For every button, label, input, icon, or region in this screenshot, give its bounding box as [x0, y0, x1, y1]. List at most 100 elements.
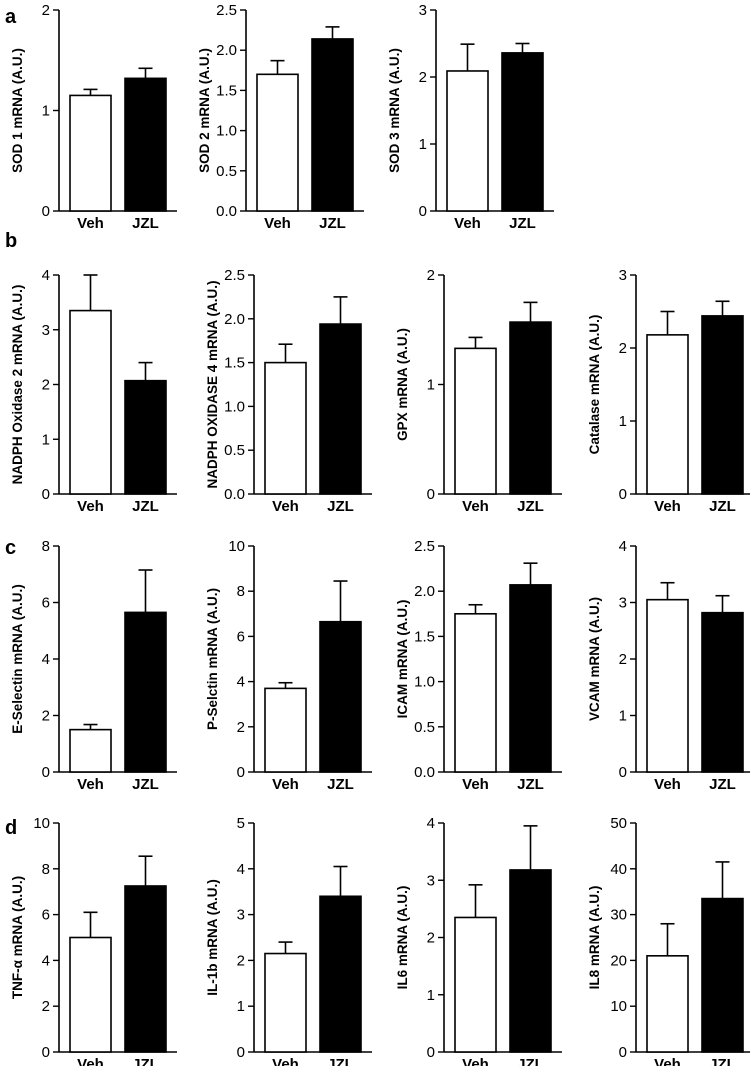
y-tick-label: 4 [237, 861, 245, 878]
y-tick-label: 2.5 [224, 267, 245, 284]
x-category-label: Veh [654, 776, 681, 793]
bar-jzl [509, 869, 552, 1053]
chart-13: 0 1 2 3 4 5 IL-1b mRNA (A.U.) Veh JZL [205, 815, 372, 1071]
chart-12: 0 2 4 6 8 10 TNF-α mRNA (A.U.) Veh JZL [10, 815, 177, 1071]
x-category-label: Veh [462, 776, 489, 793]
y-tick-label: 0 [42, 1044, 50, 1061]
y-tick-label: 2 [42, 2, 50, 19]
bar-jzl [124, 379, 167, 495]
y-tick-label: 2 [42, 708, 50, 725]
y-tick-label: 0 [42, 764, 50, 781]
x-category-label: JZL [132, 776, 159, 793]
x-category-label: JZL [327, 776, 354, 793]
bar-veh [69, 94, 112, 212]
y-tick-label: 1 [419, 136, 427, 153]
y-tick-label: 4 [42, 952, 50, 969]
y-tick-label: 0.5 [224, 442, 245, 459]
x-category-label: Veh [654, 498, 681, 515]
bar-veh [454, 612, 497, 773]
y-tick-label: 2 [619, 651, 627, 668]
x-category-label: Veh [654, 1056, 681, 1066]
x-category-label: JZL [517, 776, 544, 793]
y-tick-label: 1.0 [224, 398, 245, 415]
x-category-label: Veh [264, 215, 291, 232]
bar-veh [264, 361, 307, 495]
x-category-label: Veh [462, 1056, 489, 1066]
bar-jzl [701, 897, 744, 1053]
chart-3: 0 1 2 3 SOD 3 mRNA (A.U.) Veh JZL [387, 2, 554, 232]
x-category-label: JZL [327, 1056, 354, 1066]
y-tick-label: 4 [42, 267, 50, 284]
bar-jzl [319, 620, 362, 773]
y-tick-label: 0 [619, 1044, 627, 1061]
bar-jzl [124, 77, 167, 212]
x-category-label: Veh [77, 776, 104, 793]
y-tick-label: 1 [619, 708, 627, 725]
chart-8: 0 2 4 6 8 E-Selectin mRNA (A.U.) Veh JZL [10, 538, 177, 793]
y-tick-label: 2.0 [224, 311, 245, 328]
bar-jzl [701, 611, 744, 773]
bar-veh [446, 70, 489, 212]
y-tick-label: 0 [237, 764, 245, 781]
y-tick-label: 4 [619, 538, 627, 555]
bar-jzl [319, 323, 362, 495]
y-axis-title: NADPH Oxidase 2 mRNA (A.U.) [10, 285, 25, 485]
y-tick-label: 2 [42, 377, 50, 394]
bar-jzl [509, 321, 552, 495]
bar-veh [454, 916, 497, 1053]
y-tick-label: 1.5 [216, 82, 237, 99]
y-tick-label: 5 [237, 815, 245, 832]
chart-2: 0.0 0.5 1.0 1.5 2.0 2.5 SOD 2 mRNA (A.U.) Veh JZ… [197, 2, 364, 232]
y-tick-label: 3 [619, 595, 627, 612]
x-category-label: JZL [327, 498, 354, 515]
y-tick-label: 0 [419, 203, 427, 220]
bar-jzl [501, 52, 544, 212]
y-tick-label: 0.0 [414, 764, 435, 781]
bar-veh [69, 936, 112, 1053]
panel-label-b: b [5, 230, 17, 252]
bar-jzl [124, 611, 167, 773]
y-tick-label: 1 [237, 998, 245, 1015]
y-tick-label: 0 [619, 486, 627, 503]
x-category-label: Veh [77, 498, 104, 515]
y-tick-label: 0.0 [216, 203, 237, 220]
y-tick-label: 1.0 [216, 123, 237, 140]
x-category-label: Veh [77, 1056, 104, 1066]
chart-15: 0 10 20 30 40 50 IL8 mRNA (A.U.) Veh JZL [587, 815, 750, 1071]
bar-jzl [319, 895, 362, 1053]
bar-jzl [311, 38, 354, 212]
x-category-label: Veh [272, 498, 299, 515]
y-tick-label: 3 [237, 907, 245, 924]
y-tick-label: 2 [619, 340, 627, 357]
y-tick-label: 10 [228, 538, 245, 555]
chart-10: 0.0 0.5 1.0 1.5 2.0 2.5 ICAM mRNA (A.U.) Veh JZL [395, 538, 562, 793]
bar-veh [646, 334, 689, 495]
y-tick-label: 2 [42, 998, 50, 1015]
x-category-label: JZL [709, 776, 736, 793]
y-axis-title: GPX mRNA (A.U.) [395, 328, 410, 441]
y-tick-label: 1 [427, 377, 435, 394]
y-axis-title: SOD 1 mRNA (A.U.) [10, 48, 25, 173]
y-tick-label: 1 [42, 103, 50, 120]
y-tick-label: 6 [42, 907, 50, 924]
x-category-label: Veh [462, 498, 489, 515]
y-tick-label: 3 [427, 872, 435, 889]
y-tick-label: 0 [237, 1044, 245, 1061]
y-tick-label: 10 [610, 998, 627, 1015]
y-tick-label: 4 [237, 674, 245, 691]
x-category-label: JZL [132, 1056, 159, 1066]
y-tick-label: 4 [427, 815, 435, 832]
y-tick-label: 1.0 [414, 674, 435, 691]
y-tick-label: 0 [42, 203, 50, 220]
y-tick-label: 40 [610, 861, 627, 878]
y-axis-title: NADPH OXIDASE 4 mRNA (A.U.) [205, 280, 220, 488]
bar-veh [69, 309, 112, 495]
y-axis-title: IL6 mRNA (A.U.) [395, 886, 410, 990]
chart-4: 0 1 2 3 4 NADPH Oxidase 2 mRNA (A.U.) Veh JZL [10, 267, 177, 515]
y-tick-label: 1 [427, 987, 435, 1004]
y-axis-title: VCAM mRNA (A.U.) [587, 597, 602, 721]
y-tick-label: 6 [237, 628, 245, 645]
y-axis-title: E-Selectin mRNA (A.U.) [10, 584, 25, 734]
y-tick-label: 1.5 [414, 628, 435, 645]
